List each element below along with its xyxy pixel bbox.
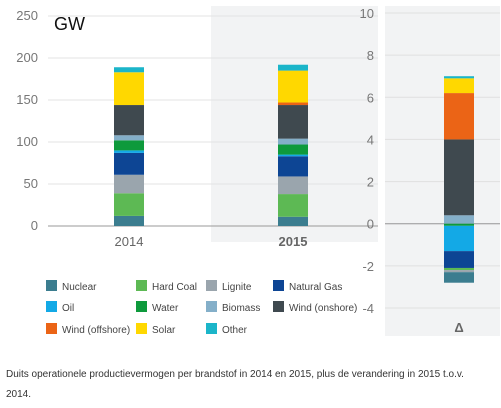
legend-label-oil: Oil: [62, 303, 74, 314]
delta-bar-water: [444, 223, 474, 226]
legend-label-natural-gas: Natural Gas: [289, 282, 342, 293]
legend-swatch-hard-coal: [136, 280, 147, 291]
legend-swatch-oil: [46, 301, 57, 312]
y-tick-label: 100: [16, 134, 38, 149]
legend-swatch-wind-offshore: [46, 323, 57, 334]
delta-bar-other: [444, 76, 474, 79]
legend-label-wind-offshore: Wind (offshore): [62, 325, 130, 336]
x-tick-label-2014: 2014: [115, 234, 144, 249]
bar-2015-wind-offshore: [278, 102, 308, 106]
delta-bar-biomass: [444, 215, 474, 224]
delta-bar-lignite: [444, 270, 474, 273]
bar-2015-solar: [278, 70, 308, 103]
legend-label-biomass: Biomass: [222, 303, 260, 314]
delta-bar-natural-gas: [444, 251, 474, 268]
bar-2015-natural-gas: [278, 156, 308, 177]
bar-2014-oil: [114, 150, 144, 153]
legend-label-nuclear: Nuclear: [62, 282, 97, 293]
bar-2014-lignite: [114, 174, 144, 194]
x-tick-label-2015: 2015: [279, 234, 308, 249]
chart-caption: Duits operationele productievermogen per…: [6, 369, 464, 400]
delta-y-tick-label: -2: [362, 259, 374, 274]
delta-bar-wind-offshore: [444, 93, 474, 140]
legend-swatch-nuclear: [46, 280, 57, 291]
delta-y-tick-label: 10: [360, 6, 374, 21]
bar-2014-biomass: [114, 135, 144, 141]
delta-y-tick-label: -4: [362, 301, 374, 316]
legend-swatch-solar: [136, 323, 147, 334]
delta-y-tick-label: 6: [367, 90, 374, 105]
y-tick-label: 50: [24, 176, 38, 191]
legend-label-water: Water: [152, 303, 179, 314]
legend-label-lignite: Lignite: [222, 282, 252, 293]
legend-swatch-wind-onshore: [273, 301, 284, 312]
bar-2014-nuclear: [114, 215, 144, 226]
legend-swatch-biomass: [206, 301, 217, 312]
delta-bar-nuclear: [444, 272, 474, 283]
delta-bar-oil: [444, 225, 474, 252]
y-tick-label: 200: [16, 50, 38, 65]
bar-2015-lignite: [278, 176, 308, 195]
y-tick-label: 0: [31, 218, 38, 233]
bar-2015-wind-onshore: [278, 105, 308, 139]
bar-2015-biomass: [278, 138, 308, 145]
delta-bar-hard-coal: [444, 267, 474, 271]
y-tick-label: 250: [16, 8, 38, 23]
bar-2014-other: [114, 67, 144, 73]
bar-2015-nuclear: [278, 216, 308, 226]
bar-2014-natural-gas: [114, 152, 144, 175]
legend-label-other: Other: [222, 325, 248, 336]
delta-y-tick-label: 8: [367, 48, 374, 63]
delta-bar-wind-onshore: [444, 139, 474, 216]
legend-label-solar: Solar: [152, 325, 176, 336]
bar-2014-water: [114, 140, 144, 151]
legend-swatch-lignite: [206, 280, 217, 291]
legend-swatch-natural-gas: [273, 280, 284, 291]
bar-2015-oil: [278, 154, 308, 157]
unit-label: GW: [54, 14, 85, 34]
bar-2014-hard-coal: [114, 193, 144, 216]
bar-2014-wind-onshore: [114, 105, 144, 136]
bar-2015-hard-coal: [278, 194, 308, 217]
capacity-chart: 0 50 100 150 200 250 GW 2014 2015 -4 -2 0 2 4 6 8 10 Δ Nuc…: [16, 6, 500, 336]
legend-label-hard-coal: Hard Coal: [152, 282, 197, 293]
bar-2015-other: [278, 64, 308, 71]
delta-bar-solar: [444, 78, 474, 94]
bar-2014-solar: [114, 72, 144, 106]
y-tick-label: 150: [16, 92, 38, 107]
legend-label-wind-onshore: Wind (onshore): [289, 303, 357, 314]
legend-swatch-other: [206, 323, 217, 334]
legend-swatch-water: [136, 301, 147, 312]
delta-panel-background: [385, 6, 500, 336]
delta-y-tick-label: 4: [367, 132, 374, 147]
bar-2015-water: [278, 144, 308, 155]
delta-y-tick-label: 2: [367, 175, 374, 190]
delta-y-tick-label: 0: [367, 217, 374, 232]
delta-x-tick-label: Δ: [454, 320, 463, 335]
